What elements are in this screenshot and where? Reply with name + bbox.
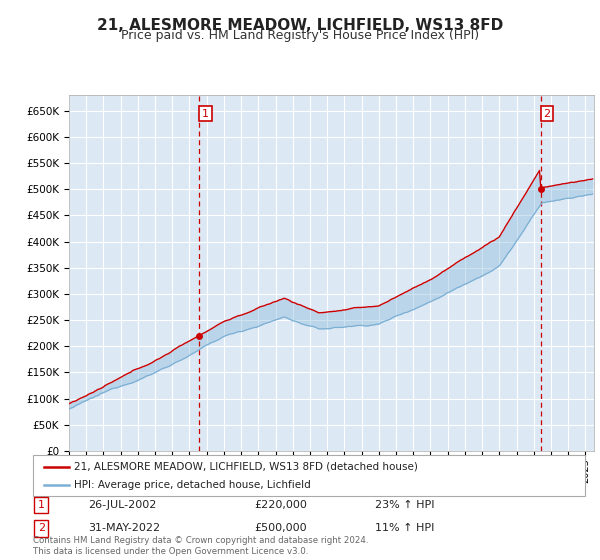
Text: 1: 1	[38, 500, 45, 510]
Text: 21, ALESMORE MEADOW, LICHFIELD, WS13 8FD: 21, ALESMORE MEADOW, LICHFIELD, WS13 8FD	[97, 18, 503, 33]
Text: 31-MAY-2022: 31-MAY-2022	[88, 524, 160, 533]
Text: £220,000: £220,000	[254, 500, 307, 510]
Text: 23% ↑ HPI: 23% ↑ HPI	[375, 500, 435, 510]
Text: Price paid vs. HM Land Registry's House Price Index (HPI): Price paid vs. HM Land Registry's House …	[121, 29, 479, 42]
Text: 2: 2	[544, 109, 551, 119]
FancyBboxPatch shape	[33, 455, 585, 496]
Text: 11% ↑ HPI: 11% ↑ HPI	[375, 524, 434, 533]
Text: HPI: Average price, detached house, Lichfield: HPI: Average price, detached house, Lich…	[74, 480, 311, 490]
Text: 2: 2	[38, 524, 45, 533]
Text: Contains HM Land Registry data © Crown copyright and database right 2024.
This d: Contains HM Land Registry data © Crown c…	[33, 536, 368, 556]
Text: 1: 1	[202, 109, 209, 119]
Text: 21, ALESMORE MEADOW, LICHFIELD, WS13 8FD (detached house): 21, ALESMORE MEADOW, LICHFIELD, WS13 8FD…	[74, 461, 418, 472]
Text: £500,000: £500,000	[254, 524, 307, 533]
Text: 26-JUL-2002: 26-JUL-2002	[88, 500, 157, 510]
